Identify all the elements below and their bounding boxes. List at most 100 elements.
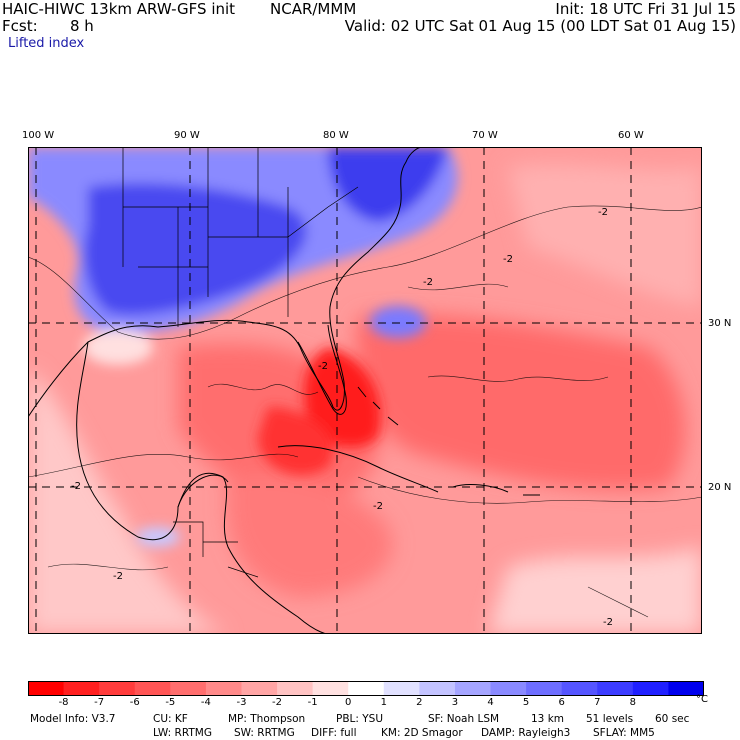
hispaniola-outline	[452, 484, 509, 493]
colorbar-tick-label: -4	[200, 697, 211, 708]
contour-line	[407, 283, 509, 291]
colorbar-cell	[99, 681, 136, 696]
colorbar-tick-label: -7	[94, 697, 105, 708]
colorbar-cell	[134, 681, 171, 696]
contour-label: -2	[503, 254, 513, 265]
strong-red-straits	[258, 407, 334, 476]
model-info-diff: DIFF: full	[311, 727, 357, 739]
yucatan-outline	[177, 474, 229, 508]
model-info-resolution: 13 km	[531, 713, 565, 725]
contour-label: -2	[423, 277, 433, 288]
valid-time: Valid: 02 UTC Sat 01 Aug 15 (00 LDT Sat …	[344, 17, 736, 35]
colorbar-tick-label: 4	[487, 697, 494, 708]
cuba-outline	[277, 445, 439, 493]
map-border	[28, 147, 702, 634]
mid-red-caribbean	[226, 474, 393, 597]
florida-peninsula	[297, 324, 347, 415]
forecast-value: 8 h	[70, 17, 94, 35]
colorbar-cell	[597, 681, 634, 696]
pale-region-west	[28, 367, 228, 634]
colorbar-cell	[28, 681, 65, 696]
colorbar-cell	[561, 681, 598, 696]
lon-label-90w: 90 W	[174, 130, 200, 141]
model-info-sf: SF: Noah LSM	[428, 713, 500, 725]
colorbar	[28, 681, 704, 696]
model-info-timestep: 60 sec	[655, 713, 690, 725]
pale-region-northeast	[508, 164, 702, 307]
us-state-borders	[122, 147, 359, 327]
colorbar-tick-label: -6	[129, 697, 140, 708]
lon-label-70w: 70 W	[472, 130, 498, 141]
model-info-lw: LW: RRTMG	[153, 727, 212, 739]
colorbar-cell	[241, 681, 278, 696]
colorbar-cell	[632, 681, 669, 696]
model-info-km: KM: 2D Smagor	[381, 727, 463, 739]
contour-label: -2	[318, 361, 328, 372]
colorbar-cell	[205, 681, 242, 696]
colorbar-tick-label: -2	[272, 697, 283, 708]
colorbar-cell	[526, 681, 563, 696]
model-info-version: Model Info: V3.7	[30, 713, 116, 725]
colorbar-tick-label: 1	[380, 697, 387, 708]
contour-line	[207, 383, 319, 395]
bahamas-outline	[357, 386, 399, 426]
blue-region-core	[84, 183, 307, 316]
contour-line	[47, 563, 169, 571]
model-info-levels: 51 levels	[586, 713, 634, 725]
colorbar-cell	[419, 681, 456, 696]
colorbar-tick-label: 0	[345, 697, 352, 708]
contour-label: -2	[373, 501, 383, 512]
us-gulf-coastline	[28, 147, 424, 418]
blue-region-northeast	[328, 147, 448, 222]
colorbar-tick-label: -5	[165, 697, 176, 708]
model-info-damp: DAMP: Rayleigh3	[481, 727, 571, 739]
forecast-label: Fcst:	[2, 17, 38, 35]
colorbar-unit: °C	[696, 694, 708, 705]
lifted-index-map: -2 -2 -2 -2 -2 -2 -2 -2	[28, 147, 702, 634]
field-name: Lifted index	[8, 36, 85, 51]
contour-label: -2	[113, 571, 123, 582]
lat-label-20n: 20 N	[708, 482, 732, 493]
colorbar-cell	[277, 681, 314, 696]
strong-red-florida	[304, 347, 381, 448]
colorbar-tick-label: 3	[451, 697, 459, 708]
organization-label: NCAR/MMM	[270, 0, 357, 18]
model-info-sw: SW: RRTMG	[234, 727, 295, 739]
mid-red-atlantic	[356, 314, 686, 490]
contour-label: -2	[603, 617, 613, 628]
model-info-sflay: SFLAY: MM5	[593, 727, 655, 739]
colorbar-tick-label: 6	[558, 697, 565, 708]
colorbar-tick-label: 8	[629, 697, 637, 708]
colorbar-tick-label: 7	[594, 697, 601, 708]
lon-label-80w: 80 W	[323, 130, 349, 141]
model-info-cu: CU: KF	[153, 713, 188, 725]
model-info-mp: MP: Thompson	[228, 713, 306, 725]
contour-line	[587, 586, 649, 618]
lat-label-30n: 30 N	[708, 318, 732, 329]
contour-label: -2	[598, 207, 608, 218]
colorbar-tick-label: 2	[416, 697, 423, 708]
model-title: HAIC-HIWC 13km ARW-GFS init	[2, 0, 236, 18]
central-america-borders	[173, 521, 259, 578]
colorbar-cell	[490, 681, 527, 696]
colorbar-tick-label: -1	[307, 697, 318, 708]
colorbar-tick-label: -3	[236, 697, 247, 708]
colorbar-tick-label: -8	[58, 697, 69, 708]
contour-line	[28, 453, 299, 478]
init-time: Init: 18 UTC Fri 31 Jul 15	[555, 0, 736, 18]
pale-blue-mexico	[136, 527, 180, 547]
lon-label-60w: 60 W	[618, 130, 644, 141]
model-info-pbl: PBL: YSU	[336, 713, 384, 725]
colorbar-cell	[454, 681, 492, 696]
contour-line	[28, 205, 702, 340]
contour-line	[427, 375, 609, 382]
colorbar-cell	[170, 681, 207, 696]
colorbar-cell	[312, 681, 349, 696]
colorbar-cell	[668, 681, 704, 696]
lon-label-100w: 100 W	[22, 130, 55, 141]
colorbar-tick-label: 5	[522, 697, 530, 708]
pale-blue-gulf	[83, 329, 153, 365]
colorbar-cell	[383, 681, 420, 696]
colorbar-cell	[348, 681, 385, 696]
contour-line	[357, 476, 702, 504]
